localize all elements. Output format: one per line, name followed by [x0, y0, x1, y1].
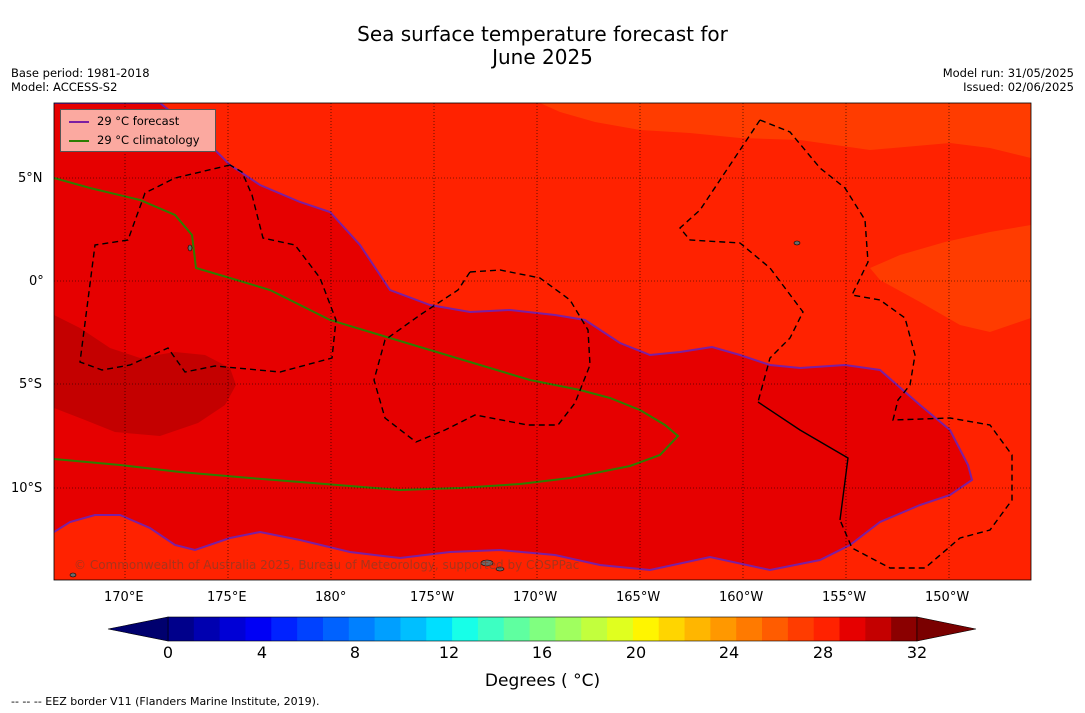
- legend-item-forecast: 29 °C forecast: [69, 113, 179, 129]
- lon-tick-175w: 175°W: [410, 590, 455, 605]
- issued-date: Issued: 02/06/2025: [963, 80, 1074, 94]
- lon-tick-155w: 155°W: [822, 590, 867, 605]
- model-name: Model: ACCESS-S2: [11, 80, 118, 94]
- colorbar-tick-8: 8: [349, 643, 361, 662]
- base-period: Base period: 1981-2018: [11, 66, 150, 80]
- colorbar-tick-32: 32: [906, 643, 928, 662]
- lon-tick-170e: 170°E: [104, 590, 144, 605]
- colorbar-title: Degrees ( °C): [484, 671, 601, 691]
- title-line-2: June 2025: [492, 45, 593, 69]
- sst-band-30-31: [54, 315, 236, 436]
- eez-border-solid: [757, 401, 849, 521]
- eez-border-line-islands-west: [679, 119, 804, 403]
- sst-band-27-28-north: [540, 103, 1031, 158]
- lon-tick-150w: 150°W: [925, 590, 970, 605]
- colorbar-tick-0: 0: [162, 643, 174, 662]
- map-frame: [53, 102, 1032, 581]
- eez-border-line-islands: [759, 119, 1013, 569]
- eez-borders: [79, 119, 1013, 569]
- lon-tick-160w: 160°W: [719, 590, 764, 605]
- lon-tick-170w: 170°W: [513, 590, 558, 605]
- eez-footnote: -- -- -- EEZ border V11 (Flanders Marine…: [11, 695, 320, 708]
- legend-label-climatology: 29 °C climatology: [97, 133, 200, 147]
- eez-border-tuvalu: [79, 164, 337, 373]
- sst-band-29-30: [54, 103, 972, 570]
- lon-tick-165w: 165°W: [616, 590, 661, 605]
- forecast-29c-contour: [54, 103, 974, 572]
- legend-item-climatology: 29 °C climatology: [69, 132, 200, 148]
- lat-tick-5s: 5°S: [19, 377, 43, 392]
- legend-label-forecast: 29 °C forecast: [97, 114, 180, 128]
- islands: [69, 240, 801, 578]
- colorbar-tick-12: 12: [438, 643, 460, 662]
- colorbar-tick-24: 24: [718, 643, 740, 662]
- lon-tick-180: 180°: [315, 590, 347, 605]
- colorbar-tick-4: 4: [256, 643, 268, 662]
- lon-tick-175e: 175°E: [207, 590, 247, 605]
- lat-tick-10s: 10°S: [11, 481, 43, 496]
- colorbar-tick-16: 16: [531, 643, 553, 662]
- legend-swatch-forecast: [69, 120, 89, 123]
- colorbar-tick-20: 20: [625, 643, 647, 662]
- climatology-29c-contour: [54, 177, 680, 492]
- eez-border-phoenix: [373, 269, 591, 443]
- title-line-1: Sea surface temperature forecast for: [357, 22, 728, 46]
- sst-band-27-28-east: [870, 225, 1031, 332]
- legend-swatch-climatology: [69, 139, 89, 142]
- colorbar-tick-28: 28: [812, 643, 834, 662]
- copyright-notice: © Commonwealth of Australia 2025, Bureau…: [74, 558, 580, 572]
- lat-tick-5n: 5°N: [18, 171, 43, 186]
- lat-tick-0: 0°: [29, 274, 44, 289]
- model-run: Model run: 31/05/2025: [942, 66, 1074, 80]
- legend-box: 29 °C forecast 29 °C climatology: [60, 109, 216, 152]
- gridlines: [54, 103, 1031, 580]
